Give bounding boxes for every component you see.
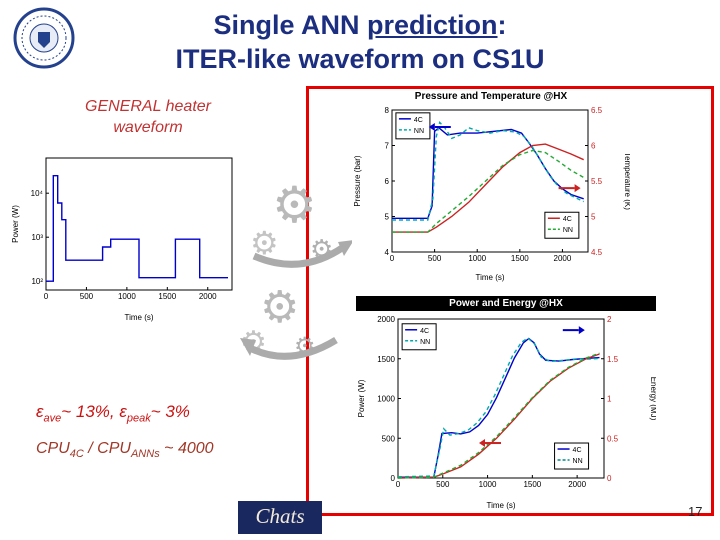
svg-text:10²: 10² [31,277,43,286]
chats-logo: Chats [238,501,322,534]
svg-text:4C: 4C [414,117,423,124]
svg-text:Time (s): Time (s) [475,273,504,282]
svg-text:0: 0 [607,474,612,483]
pressure-temperature-plot: 0 500 1000 1500 2000 4 5 6 7 8 4.5 5 5.5 6 6.5 4C NN 4C NN… [353,106,630,282]
power-energy-plot: 0 500 1000 1500 2000 0 500 1000 1500 2000 0 0.5 1 1.5… [357,315,656,510]
svg-text:⚙: ⚙ [260,283,299,332]
svg-text:Time (s): Time (s) [486,501,515,510]
svg-text:500: 500 [428,254,442,263]
svg-text:0: 0 [396,480,401,489]
svg-text:Time (s): Time (s) [124,313,153,322]
svg-text:NN: NN [573,458,583,465]
university-logo [13,7,75,69]
svg-text:500: 500 [382,434,396,443]
svg-text:5: 5 [591,213,596,222]
svg-text:0: 0 [44,292,49,301]
svg-text:4: 4 [385,248,390,257]
heater-waveform-plot: 0 500 1000 1500 2000 10² 10³ 10⁴ Time (s) Power (… [11,157,233,322]
pressure-temperature-chart: Pressure and Temperature @HX 0 500 1000 150… [352,90,630,282]
svg-text:4.5: 4.5 [591,248,603,257]
svg-text:10³: 10³ [31,233,43,242]
svg-text:1000: 1000 [468,254,486,263]
heater-waveform-label: GENERAL heater waveform [85,98,211,136]
svg-text:NN: NN [420,339,430,346]
page-number: 17 [688,504,703,519]
gears-icon: ⚙ ⚙ ⚙ [250,177,354,268]
svg-text:⚙: ⚙ [272,177,317,233]
gears-icon: ⚙ ⚙ ⚙ [240,283,338,360]
svg-text:1000: 1000 [377,395,395,404]
svg-text:2000: 2000 [199,292,217,301]
slide-title-line2: ITER-like waveform on CS1U [175,44,545,74]
svg-text:1.5: 1.5 [607,355,619,364]
svg-text:1: 1 [607,395,612,404]
svg-text:1000: 1000 [479,480,497,489]
svg-text:1500: 1500 [511,254,529,263]
svg-text:Power (W): Power (W) [357,379,366,417]
svg-text:6: 6 [591,142,596,151]
svg-text:5: 5 [385,213,390,222]
svg-text:NN: NN [563,227,573,234]
svg-text:10⁴: 10⁴ [31,189,44,198]
cpu-ratio-text: CPU4C / CPUANNs ~ 4000 [36,440,214,461]
svg-text:1000: 1000 [118,292,136,301]
svg-text:Energy (MJ): Energy (MJ) [649,377,656,421]
svg-text:1500: 1500 [523,480,541,489]
slide-title-line1: Single ANN prediction: [213,10,507,40]
svg-text:500: 500 [436,480,450,489]
svg-text:6: 6 [385,177,390,186]
svg-text:Power (W): Power (W) [11,205,20,243]
svg-text:Temperature (K): Temperature (K) [623,152,630,210]
svg-text:2000: 2000 [377,315,395,324]
error-stats-text: εave~ 13%, εpeak~ 3% [36,402,190,425]
svg-text:0: 0 [390,254,395,263]
svg-text:2: 2 [607,315,612,324]
slide-title: Single ANN prediction: ITER-like wavefor… [0,8,720,76]
svg-text:1500: 1500 [377,355,395,364]
svg-text:4C: 4C [573,447,582,454]
svg-text:8: 8 [385,106,390,115]
svg-text:7: 7 [385,142,390,151]
chart-title: Power and Energy @HX [356,296,656,311]
svg-text:4C: 4C [420,328,429,335]
svg-text:Pressure (bar): Pressure (bar) [353,155,362,206]
power-energy-chart: Power and Energy @HX 0 500 1000 1500 2000 0 50… [356,296,656,510]
svg-text:5.5: 5.5 [591,177,603,186]
underlined-word: prediction [367,10,498,40]
svg-text:NN: NN [414,128,424,135]
svg-text:500: 500 [80,292,94,301]
svg-text:0: 0 [391,474,396,483]
chart-title: Pressure and Temperature @HX [414,91,568,102]
svg-text:2000: 2000 [568,480,586,489]
svg-text:1500: 1500 [158,292,176,301]
svg-text:0.5: 0.5 [607,434,619,443]
svg-text:6.5: 6.5 [591,106,603,115]
results-highlight-box [306,86,714,516]
svg-text:2000: 2000 [554,254,572,263]
svg-text:4C: 4C [563,216,572,223]
heater-waveform-chart: 0 500 1000 1500 2000 10² 10³ 10⁴ Time (s) Power (… [10,150,242,322]
